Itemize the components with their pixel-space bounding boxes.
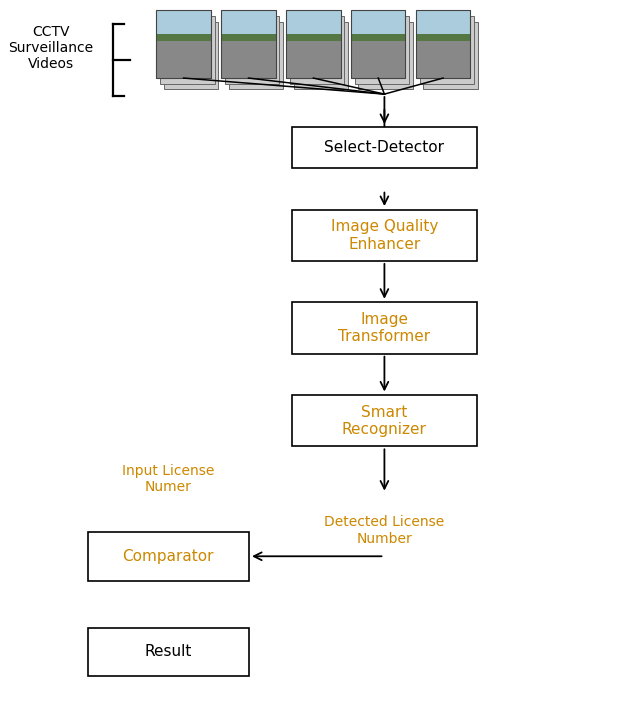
Text: Detected License
Number: Detected License Number (324, 516, 445, 546)
FancyBboxPatch shape (160, 16, 214, 84)
FancyBboxPatch shape (156, 34, 211, 41)
FancyBboxPatch shape (351, 10, 405, 37)
Text: Result: Result (144, 644, 192, 659)
Text: CCTV
Surveillance
Videos: CCTV Surveillance Videos (8, 24, 93, 71)
FancyBboxPatch shape (156, 10, 211, 37)
FancyBboxPatch shape (164, 21, 218, 90)
FancyBboxPatch shape (351, 37, 405, 78)
FancyBboxPatch shape (351, 10, 405, 78)
FancyBboxPatch shape (88, 532, 249, 581)
FancyBboxPatch shape (355, 16, 409, 84)
Text: Smart
Recognizer: Smart Recognizer (342, 405, 427, 437)
FancyBboxPatch shape (292, 210, 477, 261)
FancyBboxPatch shape (286, 37, 340, 78)
FancyBboxPatch shape (221, 10, 275, 78)
Text: Image
Transformer: Image Transformer (338, 312, 431, 344)
Text: Image Quality
Enhancer: Image Quality Enhancer (331, 219, 438, 251)
FancyBboxPatch shape (294, 21, 348, 90)
FancyBboxPatch shape (229, 21, 283, 90)
Text: Comparator: Comparator (123, 548, 214, 563)
FancyBboxPatch shape (424, 21, 478, 90)
FancyBboxPatch shape (359, 21, 413, 90)
FancyBboxPatch shape (221, 37, 275, 78)
FancyBboxPatch shape (351, 34, 405, 41)
FancyBboxPatch shape (416, 37, 470, 78)
FancyBboxPatch shape (286, 10, 340, 37)
FancyBboxPatch shape (420, 16, 474, 84)
FancyBboxPatch shape (292, 302, 477, 354)
FancyBboxPatch shape (156, 37, 211, 78)
FancyBboxPatch shape (286, 34, 340, 41)
FancyBboxPatch shape (221, 34, 275, 41)
FancyBboxPatch shape (286, 10, 340, 78)
FancyBboxPatch shape (292, 127, 477, 168)
Text: Input License
Numer: Input License Numer (122, 464, 214, 494)
FancyBboxPatch shape (416, 10, 470, 78)
FancyBboxPatch shape (88, 628, 249, 676)
FancyBboxPatch shape (290, 16, 344, 84)
Text: Select-Detector: Select-Detector (324, 140, 445, 155)
FancyBboxPatch shape (221, 10, 275, 37)
FancyBboxPatch shape (416, 34, 470, 41)
FancyBboxPatch shape (225, 16, 279, 84)
FancyBboxPatch shape (416, 10, 470, 37)
FancyBboxPatch shape (156, 10, 211, 78)
FancyBboxPatch shape (292, 395, 477, 447)
